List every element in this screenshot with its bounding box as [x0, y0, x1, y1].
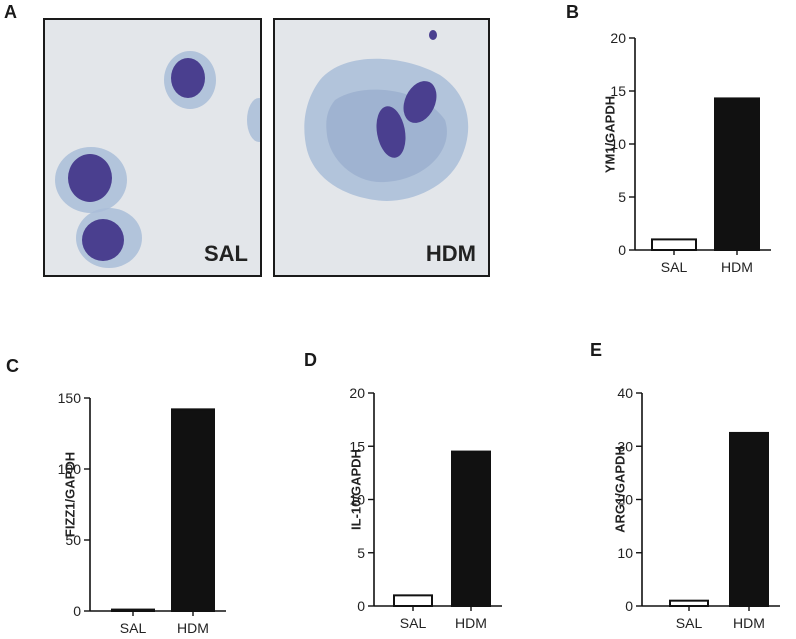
y-tick-label: 0 [625, 598, 633, 614]
y-tick-label: 0 [618, 242, 626, 258]
y-tick-label: 0 [357, 598, 365, 614]
y-tick-label: 0 [73, 603, 81, 619]
panel-letter-d: D [304, 350, 317, 370]
x-tick-label: SAL [661, 259, 688, 275]
y-tick-label: 10 [349, 492, 365, 508]
y-tick-label: 15 [349, 438, 365, 454]
bar-hdm [171, 408, 215, 612]
y-tick-label: 40 [617, 385, 633, 401]
y-tick-label: 30 [617, 438, 633, 454]
y-tick-label: 50 [65, 532, 81, 548]
chart-svg: 0 5 10 15 20 SAL HDM [349, 385, 502, 631]
micrograph-hdm-label: HDM [425, 241, 476, 266]
y-tick-label: 20 [617, 492, 633, 508]
bar-hdm [451, 450, 491, 607]
y-tick-label: 15 [610, 83, 626, 99]
micrograph-sal-label: SAL [204, 241, 248, 266]
x-tick-label: HDM [721, 259, 753, 275]
chart-svg: 0 5 10 15 20 SAL HDM [610, 30, 771, 275]
panel-letter-e: E [590, 340, 603, 360]
chart-svg: 0 50 100 150 SAL HDM [58, 390, 226, 636]
y-tick-label: 20 [349, 385, 365, 401]
y-axis-label: FIZZ1/GAPDH [62, 451, 78, 538]
panel-letter-a: A [4, 2, 17, 22]
y-tick-label: 5 [357, 545, 365, 561]
x-tick-label: SAL [120, 620, 147, 636]
y-tick-label: 150 [58, 390, 82, 406]
y-tick-label: 100 [58, 461, 82, 477]
bar-sal [393, 594, 433, 608]
x-tick-label: SAL [400, 615, 427, 631]
bar-sal [669, 599, 709, 608]
chart-il10: 0 5 10 15 20 SAL HDM IL-10/GAPDH [296, 380, 536, 639]
y-axis-label: YM1/GAPDH [602, 95, 618, 174]
y-tick-label: 10 [610, 136, 626, 152]
chart-fizz1: 0 50 100 150 SAL HDM FIZZ1/GAPDH [0, 385, 260, 639]
chart-ym1: 0 5 10 15 20 SAL HDM YM1/GAPDH [560, 25, 796, 285]
bar-sal [651, 238, 697, 251]
micrograph-hdm-image [275, 20, 488, 275]
panel-letter-b: B [566, 2, 579, 22]
x-tick-label: HDM [177, 620, 209, 636]
bar-sal [111, 608, 155, 613]
bar-hdm [714, 97, 760, 251]
y-tick-label: 5 [618, 189, 626, 205]
chart-arg1: 0 10 20 30 40 SAL HDM ARG1/GAPDH [580, 380, 796, 639]
x-tick-label: HDM [455, 615, 487, 631]
micrograph-sal: SAL [43, 18, 262, 277]
micrograph-sal-image [45, 20, 260, 275]
bar-hdm [729, 431, 769, 607]
panel-letter-c: C [6, 356, 19, 376]
x-tick-label: HDM [733, 615, 765, 631]
y-tick-label: 20 [610, 30, 626, 46]
x-tick-label: SAL [676, 615, 703, 631]
chart-svg: 0 10 20 30 40 SAL HDM [617, 385, 780, 631]
y-tick-label: 10 [617, 545, 633, 561]
y-axis-label: ARG1/GAPDH [612, 446, 628, 533]
micrograph-hdm: HDM [273, 18, 490, 277]
y-axis-label: IL-10/GAPDH [348, 449, 364, 530]
